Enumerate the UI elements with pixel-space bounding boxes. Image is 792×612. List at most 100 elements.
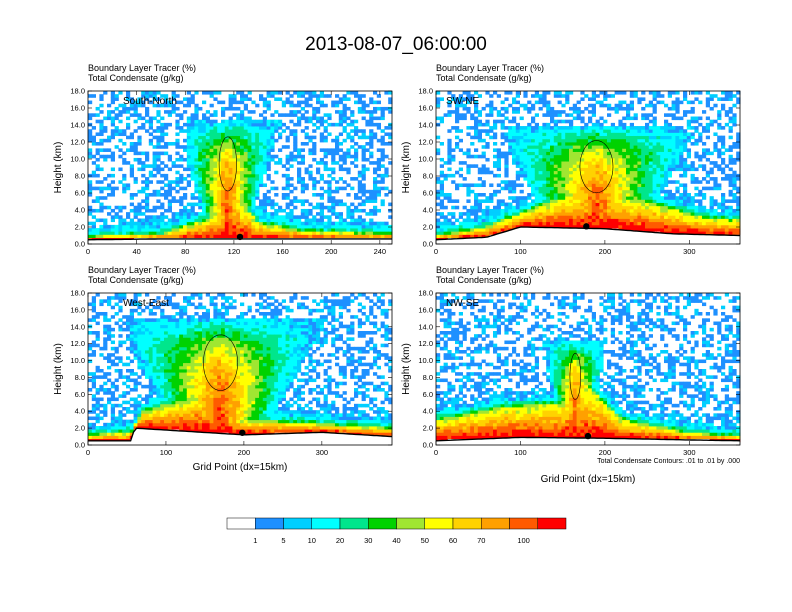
tracer-cell	[572, 189, 577, 194]
tracer-cell	[713, 199, 718, 203]
tracer-cell	[485, 157, 490, 162]
tracer-cell	[542, 199, 547, 203]
tracer-cell	[519, 151, 524, 156]
tracer-cell	[300, 199, 305, 203]
tracer-cell	[323, 161, 328, 165]
tracer-cell	[542, 94, 547, 98]
panel-south-north: Boundary Layer Tracer (%)Total Condensat…	[53, 63, 393, 256]
tracer-cell	[103, 429, 108, 433]
tracer-cell	[527, 167, 532, 172]
tracer-cell	[91, 407, 96, 411]
tracer-cell	[531, 208, 536, 213]
tracer-cell	[637, 132, 642, 137]
tracer-cell	[508, 215, 513, 219]
tracer-cell	[152, 151, 157, 156]
tracer-cell	[365, 110, 370, 114]
tracer-cell	[95, 199, 100, 203]
tracer-cell	[289, 94, 294, 98]
tracer-cell	[316, 106, 321, 111]
tracer-cell	[728, 180, 733, 184]
tracer-cell	[369, 212, 374, 216]
tracer-cell	[591, 91, 596, 95]
tracer-cell	[477, 119, 482, 124]
tracer-cell	[361, 221, 366, 226]
tracer-cell	[641, 126, 646, 130]
tracer-cell	[519, 126, 524, 130]
tracer-cell	[660, 100, 665, 105]
tracer-cell	[266, 164, 271, 168]
tracer-cell	[103, 186, 108, 191]
tracer-cell	[439, 205, 444, 210]
tracer-cell	[493, 161, 498, 165]
tracer-cell	[384, 91, 389, 95]
tracer-cell	[152, 221, 157, 226]
tracer-cell	[285, 113, 290, 117]
tracer-cell	[376, 193, 381, 197]
tracer-cell	[217, 145, 222, 149]
tracer-cell	[342, 103, 347, 108]
tracer-cell	[599, 151, 604, 156]
tracer-cell	[614, 177, 619, 181]
tracer-cell	[732, 208, 737, 213]
tracer-cell	[572, 161, 577, 165]
tracer-cell	[683, 173, 688, 178]
tracer-cell	[542, 177, 547, 181]
tracer-cell	[550, 138, 555, 143]
tracer-cell	[179, 218, 184, 223]
tracer-cell	[736, 145, 741, 149]
tracer-cell	[152, 231, 157, 235]
tracer-cell	[129, 170, 134, 175]
tracer-cell	[183, 148, 188, 152]
tracer-cell	[698, 202, 703, 207]
tracer-cell	[527, 196, 532, 200]
tracer-cell	[338, 221, 343, 226]
tracer-cell	[145, 215, 150, 219]
tracer-cell	[338, 167, 343, 172]
tracer-cell	[118, 205, 123, 210]
tracer-cell	[388, 132, 393, 137]
tracer-cell	[565, 138, 570, 143]
tracer-cell	[565, 97, 570, 101]
tracer-cell	[122, 218, 127, 223]
tracer-cell	[338, 231, 343, 235]
tracer-cell	[474, 129, 479, 133]
tracer-cell	[496, 218, 501, 223]
tracer-cell	[129, 97, 134, 101]
tracer-cell	[694, 129, 699, 133]
tracer-cell	[99, 435, 104, 440]
tracer-cell	[262, 148, 267, 152]
tracer-cell	[534, 142, 539, 146]
tracer-cell	[652, 138, 657, 143]
tracer-cell	[293, 231, 298, 235]
tracer-cell	[88, 416, 93, 421]
tracer-cell	[546, 208, 551, 213]
tracer-cell	[91, 315, 96, 319]
tracer-cell	[319, 100, 324, 105]
tracer-cell	[462, 103, 467, 108]
tracer-cell	[576, 116, 581, 121]
tracer-cell	[572, 132, 577, 137]
tracer-cell	[637, 173, 642, 178]
tracer-cell	[145, 199, 150, 203]
tracer-cell	[259, 154, 264, 159]
tracer-cell	[262, 167, 267, 172]
tracer-cell	[477, 215, 482, 219]
tracer-cell	[198, 167, 203, 172]
tracer-cell	[327, 132, 332, 137]
y-tick-label: 16.0	[418, 104, 433, 113]
tracer-cell	[213, 157, 218, 162]
tracer-cell	[713, 180, 718, 184]
tracer-cell	[156, 126, 161, 130]
tracer-cell	[213, 196, 218, 200]
tracer-cell	[641, 91, 646, 95]
tracer-cell	[485, 228, 490, 232]
tracer-cell	[91, 138, 96, 143]
tracer-cell	[721, 199, 726, 203]
tracer-cell	[327, 196, 332, 200]
tracer-cell	[633, 212, 638, 216]
tracer-cell	[584, 180, 589, 184]
tracer-cell	[599, 183, 604, 188]
tracer-cell	[705, 212, 710, 216]
tracer-cell	[95, 403, 100, 408]
